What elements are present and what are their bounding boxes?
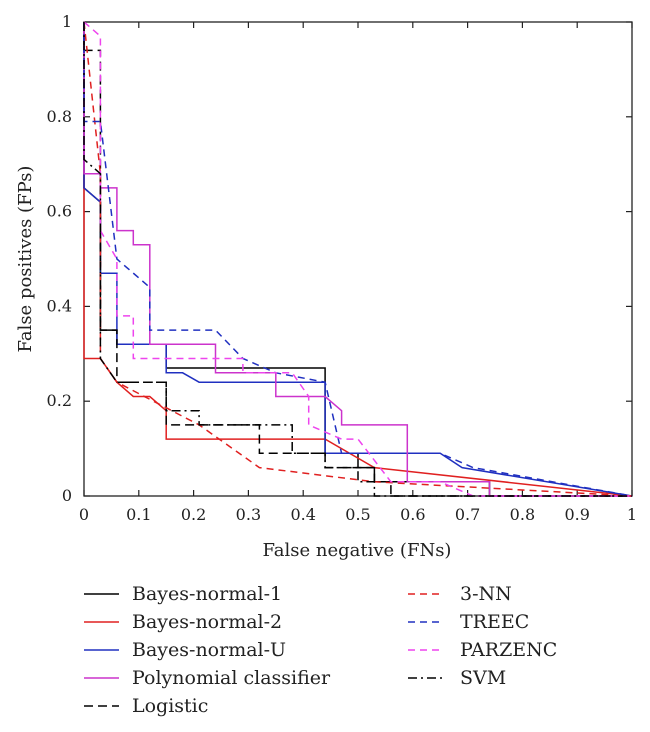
legend: Bayes-normal-1 Bayes-normal-2 Bayes-normal…	[84, 583, 557, 717]
y-tick-label: 0.8	[47, 107, 72, 126]
y-tick-label: 0.6	[47, 202, 72, 221]
series-line-bayes-normal-2	[83, 22, 633, 497]
x-tick-label: 0.4	[290, 505, 315, 524]
x-tick-label: 0.8	[510, 505, 535, 524]
legend-label-bayes-normal-1: Bayes-normal-1	[132, 583, 282, 605]
y-tick-label: 0	[62, 486, 72, 505]
series-line-svm	[83, 22, 632, 497]
x-axis-title: False negative (FNs)	[263, 540, 452, 561]
legend-label-parzenc: PARZENC	[460, 639, 557, 661]
axis-ticks: 0 0.1 0.2 0.3 0.4 0.5 0.6 0.7 0.8 0.9 1 0 0.2 0.4 0.6 0…	[47, 12, 638, 524]
series-layer	[83, 21, 633, 497]
legend-label-bayes-normal-u: Bayes-normal-U	[132, 639, 286, 661]
legend-label-logistic: Logistic	[132, 695, 208, 717]
x-tick-label: 0.3	[236, 505, 261, 524]
x-tick-label: 1	[627, 505, 637, 524]
legend-label-polynomial-classifier: Polynomial classifier	[132, 667, 331, 689]
x-tick-label: 0.2	[181, 505, 206, 524]
legend-label-bayes-normal-2: Bayes-normal-2	[132, 611, 282, 633]
series-line-treec	[83, 22, 633, 497]
series-line-3-nn	[83, 21, 633, 497]
x-tick-label: 0.6	[400, 505, 425, 524]
series-line-parzenc	[83, 21, 632, 497]
x-tick-label: 0.7	[455, 505, 480, 524]
y-axis-title: False positives (FPs)	[15, 166, 36, 353]
legend-label-svm: SVM	[460, 667, 506, 689]
y-tick-label: 1	[62, 12, 72, 31]
x-tick-label: 0.5	[345, 505, 370, 524]
x-tick-label: 0.1	[126, 505, 151, 524]
legend-label-3-nn: 3-NN	[460, 583, 512, 605]
legend-label-treec: TREEC	[460, 611, 529, 633]
x-tick-label: 0	[79, 505, 89, 524]
y-tick-label: 0.4	[47, 296, 72, 315]
x-tick-label: 0.9	[564, 505, 589, 524]
y-tick-label: 0.2	[47, 391, 72, 410]
